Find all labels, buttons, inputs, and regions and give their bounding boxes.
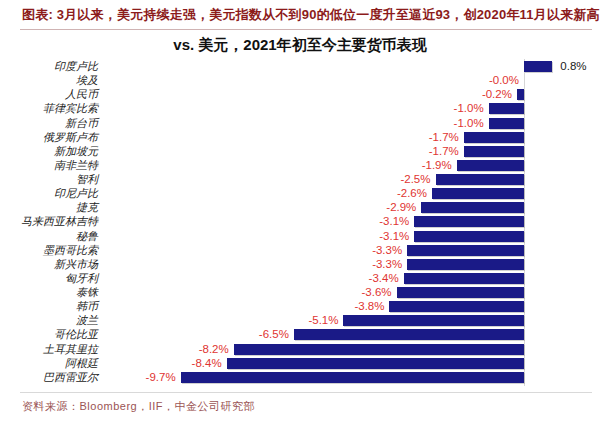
bar-row: 阿根廷 -8.4% bbox=[0, 357, 600, 371]
value-label: -0.2% bbox=[482, 88, 512, 101]
category-label: 俄罗斯卢布 bbox=[0, 131, 98, 144]
category-label: 波兰 bbox=[0, 314, 98, 327]
bar-row: 匈牙利 -3.4% bbox=[0, 272, 600, 286]
value-bar bbox=[407, 259, 524, 270]
category-label: 印度卢比 bbox=[0, 60, 98, 73]
value-bar bbox=[432, 188, 524, 199]
bar-row: 智利 -2.5% bbox=[0, 173, 600, 187]
category-label: 新台币 bbox=[0, 117, 98, 130]
value-bar bbox=[407, 245, 524, 256]
category-label: 新加坡元 bbox=[0, 145, 98, 158]
value-bar bbox=[181, 372, 524, 383]
value-bar bbox=[517, 89, 524, 100]
value-label: -3.1% bbox=[379, 230, 409, 243]
value-bar bbox=[234, 344, 524, 355]
value-label: -1.0% bbox=[454, 102, 484, 115]
category-label: 智利 bbox=[0, 173, 98, 186]
value-label: -1.7% bbox=[429, 131, 459, 144]
category-label: 新兴市场 bbox=[0, 258, 98, 271]
bar-row: 南非兰特 -1.9% bbox=[0, 159, 600, 173]
value-label: -2.9% bbox=[386, 201, 416, 214]
value-label: -1.9% bbox=[422, 159, 452, 172]
category-label: 南非兰特 bbox=[0, 159, 98, 172]
value-bar bbox=[294, 329, 524, 340]
value-bar bbox=[489, 103, 524, 114]
value-bar bbox=[414, 216, 524, 227]
value-bar bbox=[421, 202, 524, 213]
value-bar bbox=[464, 146, 524, 157]
value-label: -8.2% bbox=[199, 343, 229, 356]
bar-row: 哥伦比亚 -6.5% bbox=[0, 328, 600, 342]
value-label: -0.0% bbox=[489, 74, 519, 87]
value-label: -1.7% bbox=[429, 145, 459, 158]
category-label: 哥伦比亚 bbox=[0, 328, 98, 341]
value-bar bbox=[436, 174, 525, 185]
value-label: -5.1% bbox=[308, 314, 338, 327]
bar-row: 巴西雷亚尔 -9.7% bbox=[0, 371, 600, 385]
value-label: -3.6% bbox=[362, 286, 392, 299]
value-label: -2.5% bbox=[400, 173, 430, 186]
value-label: -3.1% bbox=[379, 215, 409, 228]
category-label: 韩币 bbox=[0, 300, 98, 313]
bar-row: 土耳其里拉 -8.2% bbox=[0, 343, 600, 357]
bar-row: 印尼卢比 -2.6% bbox=[0, 187, 600, 201]
bar-row: 人民币 -0.2% bbox=[0, 88, 600, 102]
value-bar bbox=[489, 118, 524, 129]
value-bar bbox=[414, 231, 524, 242]
value-label: -8.4% bbox=[192, 357, 222, 370]
bar-row: 新兴市场 -3.3% bbox=[0, 258, 600, 272]
footer-divider bbox=[20, 392, 592, 393]
value-label: 0.8% bbox=[560, 60, 586, 73]
category-label: 巴西雷亚尔 bbox=[0, 371, 98, 384]
chart-rows: 印度卢比 0.8% 埃及 -0.0% 人民币 -0.2% 菲律宾比索 -1.0% 新台币 -1.0… bbox=[0, 60, 600, 385]
value-label: -3.8% bbox=[354, 300, 384, 313]
bar-row: 俄罗斯卢布 -1.7% bbox=[0, 131, 600, 145]
bar-row: 埃及 -0.0% bbox=[0, 74, 600, 88]
bar-row: 马来西亚林吉特 -3.1% bbox=[0, 215, 600, 229]
source-note: 资料来源：Bloomberg，IIF，中金公司研究部 bbox=[22, 399, 255, 414]
bar-row: 泰铢 -3.6% bbox=[0, 286, 600, 300]
value-label: -6.5% bbox=[259, 328, 289, 341]
category-label: 土耳其里拉 bbox=[0, 343, 98, 356]
category-label: 泰铢 bbox=[0, 286, 98, 299]
category-label: 阿根廷 bbox=[0, 357, 98, 370]
category-label: 墨西哥比索 bbox=[0, 244, 98, 257]
value-bar bbox=[343, 315, 524, 326]
value-bar bbox=[464, 132, 524, 143]
value-bar bbox=[397, 287, 524, 298]
bar-row: 波兰 -5.1% bbox=[0, 314, 600, 328]
category-label: 菲律宾比索 bbox=[0, 102, 98, 115]
bar-row: 捷克 -2.9% bbox=[0, 201, 600, 215]
value-bar bbox=[524, 61, 552, 72]
value-label: -3.3% bbox=[372, 258, 402, 271]
value-label: -1.0% bbox=[454, 117, 484, 130]
value-label: -3.4% bbox=[369, 272, 399, 285]
category-label: 埃及 bbox=[0, 74, 98, 87]
value-bar bbox=[404, 273, 524, 284]
category-label: 捷克 bbox=[0, 201, 98, 214]
value-label: -2.6% bbox=[397, 187, 427, 200]
value-bar bbox=[389, 301, 524, 312]
bar-row: 韩币 -3.8% bbox=[0, 300, 600, 314]
category-label: 秘鲁 bbox=[0, 230, 98, 243]
bar-row: 印度卢比 0.8% bbox=[0, 60, 600, 74]
category-label: 人民币 bbox=[0, 88, 98, 101]
bar-row: 新加坡元 -1.7% bbox=[0, 145, 600, 159]
chart-title: vs. 美元，2021年初至今主要货币表现 bbox=[0, 36, 600, 55]
value-label: -9.7% bbox=[146, 371, 176, 384]
bar-row: 菲律宾比索 -1.0% bbox=[0, 102, 600, 116]
bar-row: 墨西哥比索 -3.3% bbox=[0, 244, 600, 258]
value-bar bbox=[457, 160, 524, 171]
category-label: 匈牙利 bbox=[0, 272, 98, 285]
report-figure: 图表: 3月以来，美元持续走强，美元指数从不到90的低位一度升至逼近93，创20… bbox=[0, 0, 600, 423]
caption-divider bbox=[20, 29, 592, 30]
category-label: 马来西亚林吉特 bbox=[0, 215, 98, 228]
bar-chart: 印度卢比 0.8% 埃及 -0.0% 人民币 -0.2% 菲律宾比索 -1.0% 新台币 -1.0… bbox=[0, 60, 600, 388]
value-label: -3.3% bbox=[372, 244, 402, 257]
figure-caption: 图表: 3月以来，美元持续走强，美元指数从不到90的低位一度升至逼近93，创20… bbox=[22, 6, 594, 24]
bar-row: 秘鲁 -3.1% bbox=[0, 230, 600, 244]
bar-row: 新台币 -1.0% bbox=[0, 117, 600, 131]
category-label: 印尼卢比 bbox=[0, 187, 98, 200]
value-bar bbox=[227, 358, 524, 369]
